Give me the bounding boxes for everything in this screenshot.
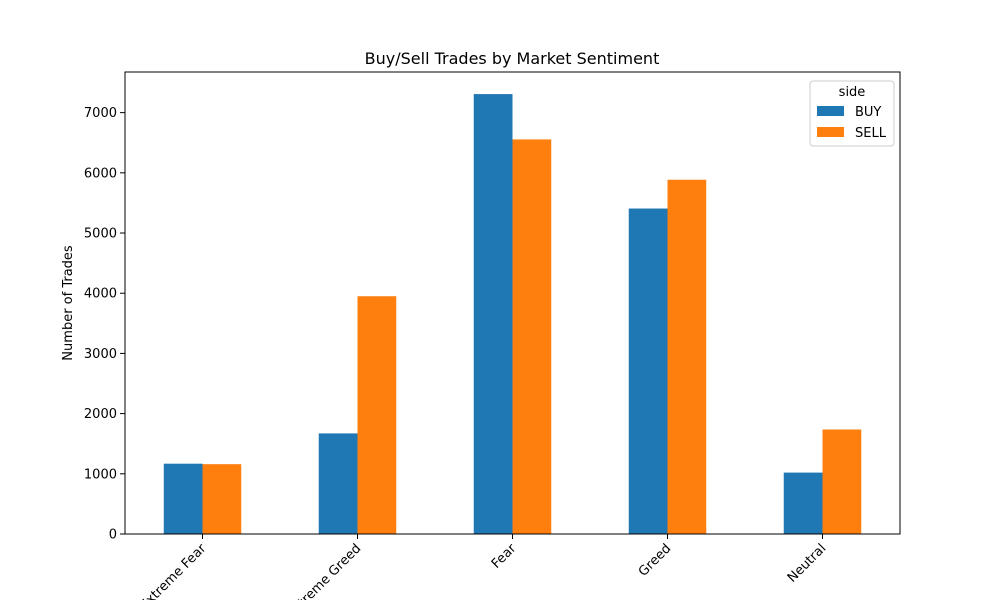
y-tick-label: 2000 xyxy=(84,407,117,422)
bar-buy xyxy=(163,463,203,534)
y-tick-label: 5000 xyxy=(84,227,117,242)
bar-buy xyxy=(473,94,513,534)
legend-title: side xyxy=(839,85,866,100)
x-tick-label: Fear xyxy=(489,541,520,572)
bar-sell xyxy=(357,296,397,534)
y-axis-label: Number of Trades xyxy=(61,245,76,361)
bar-sell xyxy=(667,179,707,535)
y-tick-label: 0 xyxy=(109,528,117,543)
bars-group xyxy=(163,94,862,535)
legend-label-sell: SELL xyxy=(855,126,887,141)
x-axis-ticks: Extreme Fear Extreme Greed Fear Greed Neutra… xyxy=(137,534,829,600)
bar-sell xyxy=(512,139,552,535)
bar-sell xyxy=(822,429,862,534)
plot-frame xyxy=(124,71,901,535)
bar-buy xyxy=(318,433,358,534)
legend-swatch-sell xyxy=(817,127,844,137)
legend-swatch-buy xyxy=(817,106,844,116)
x-tick-label: Greed xyxy=(636,541,674,579)
legend: side BUY SELL xyxy=(809,80,895,147)
chart-title: Buy/Sell Trades by Market Sentiment xyxy=(365,49,660,68)
bar-buy xyxy=(783,472,823,534)
bar-sell xyxy=(202,464,242,534)
y-tick-label: 4000 xyxy=(84,287,117,302)
x-tick-label: Extreme Greed xyxy=(284,541,364,600)
y-tick-label: 1000 xyxy=(84,467,117,482)
y-tick-label: 7000 xyxy=(84,106,117,121)
x-tick-label: Extreme Fear xyxy=(137,541,210,600)
x-tick-label: Neutral xyxy=(785,541,830,586)
y-tick-label: 6000 xyxy=(84,166,117,181)
bar-buy xyxy=(628,208,668,534)
legend-label-buy: BUY xyxy=(855,105,881,120)
y-tick-label: 3000 xyxy=(84,347,117,362)
y-axis-ticks: 0 1000 2000 3000 4000 5000 6000 7000 xyxy=(84,106,125,543)
